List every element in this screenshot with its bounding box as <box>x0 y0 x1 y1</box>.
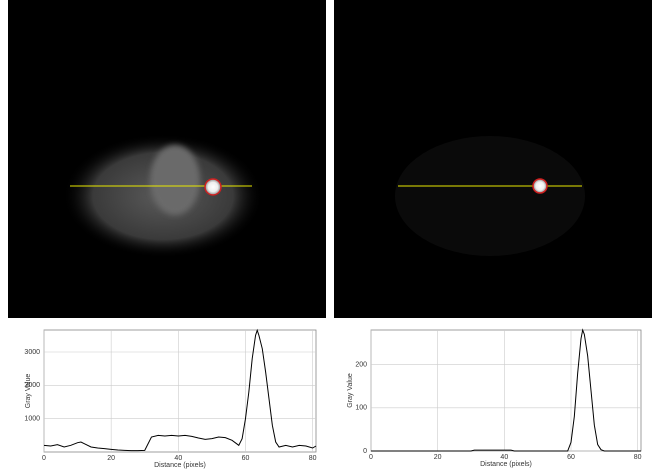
x-tick-label: 40 <box>500 454 508 461</box>
y-tick-label: 200 <box>355 361 367 368</box>
x-tick-label: 20 <box>434 454 442 461</box>
left-image <box>8 0 326 318</box>
x-tick-label: 60 <box>567 454 575 461</box>
x-tick-label: 80 <box>309 455 317 462</box>
x-tick-label: 40 <box>174 455 182 462</box>
x-tick-label: 80 <box>634 454 642 461</box>
x-tick-label: 0 <box>42 455 46 462</box>
x-tick-label: 0 <box>369 454 373 461</box>
y-tick-label: 1000 <box>24 416 40 423</box>
profile-line <box>43 328 317 452</box>
y-axis-label: Gray Value <box>347 373 354 408</box>
profile-line <box>371 328 641 452</box>
plot-area <box>370 329 642 452</box>
x-axis-label: Distance (pixels) <box>480 461 532 468</box>
y-axis-label: Gray Value <box>25 374 32 409</box>
x-axis-label: Distance (pixels) <box>154 462 206 469</box>
right-image <box>334 0 652 318</box>
y-tick-label: 100 <box>355 405 367 412</box>
x-tick-label: 20 <box>107 455 115 462</box>
plot-area <box>43 329 317 453</box>
y-tick-label: 3000 <box>24 349 40 356</box>
x-tick-label: 60 <box>242 455 250 462</box>
y-tick-label: 2000 <box>24 382 40 389</box>
y-tick-label: 0 <box>363 448 367 455</box>
